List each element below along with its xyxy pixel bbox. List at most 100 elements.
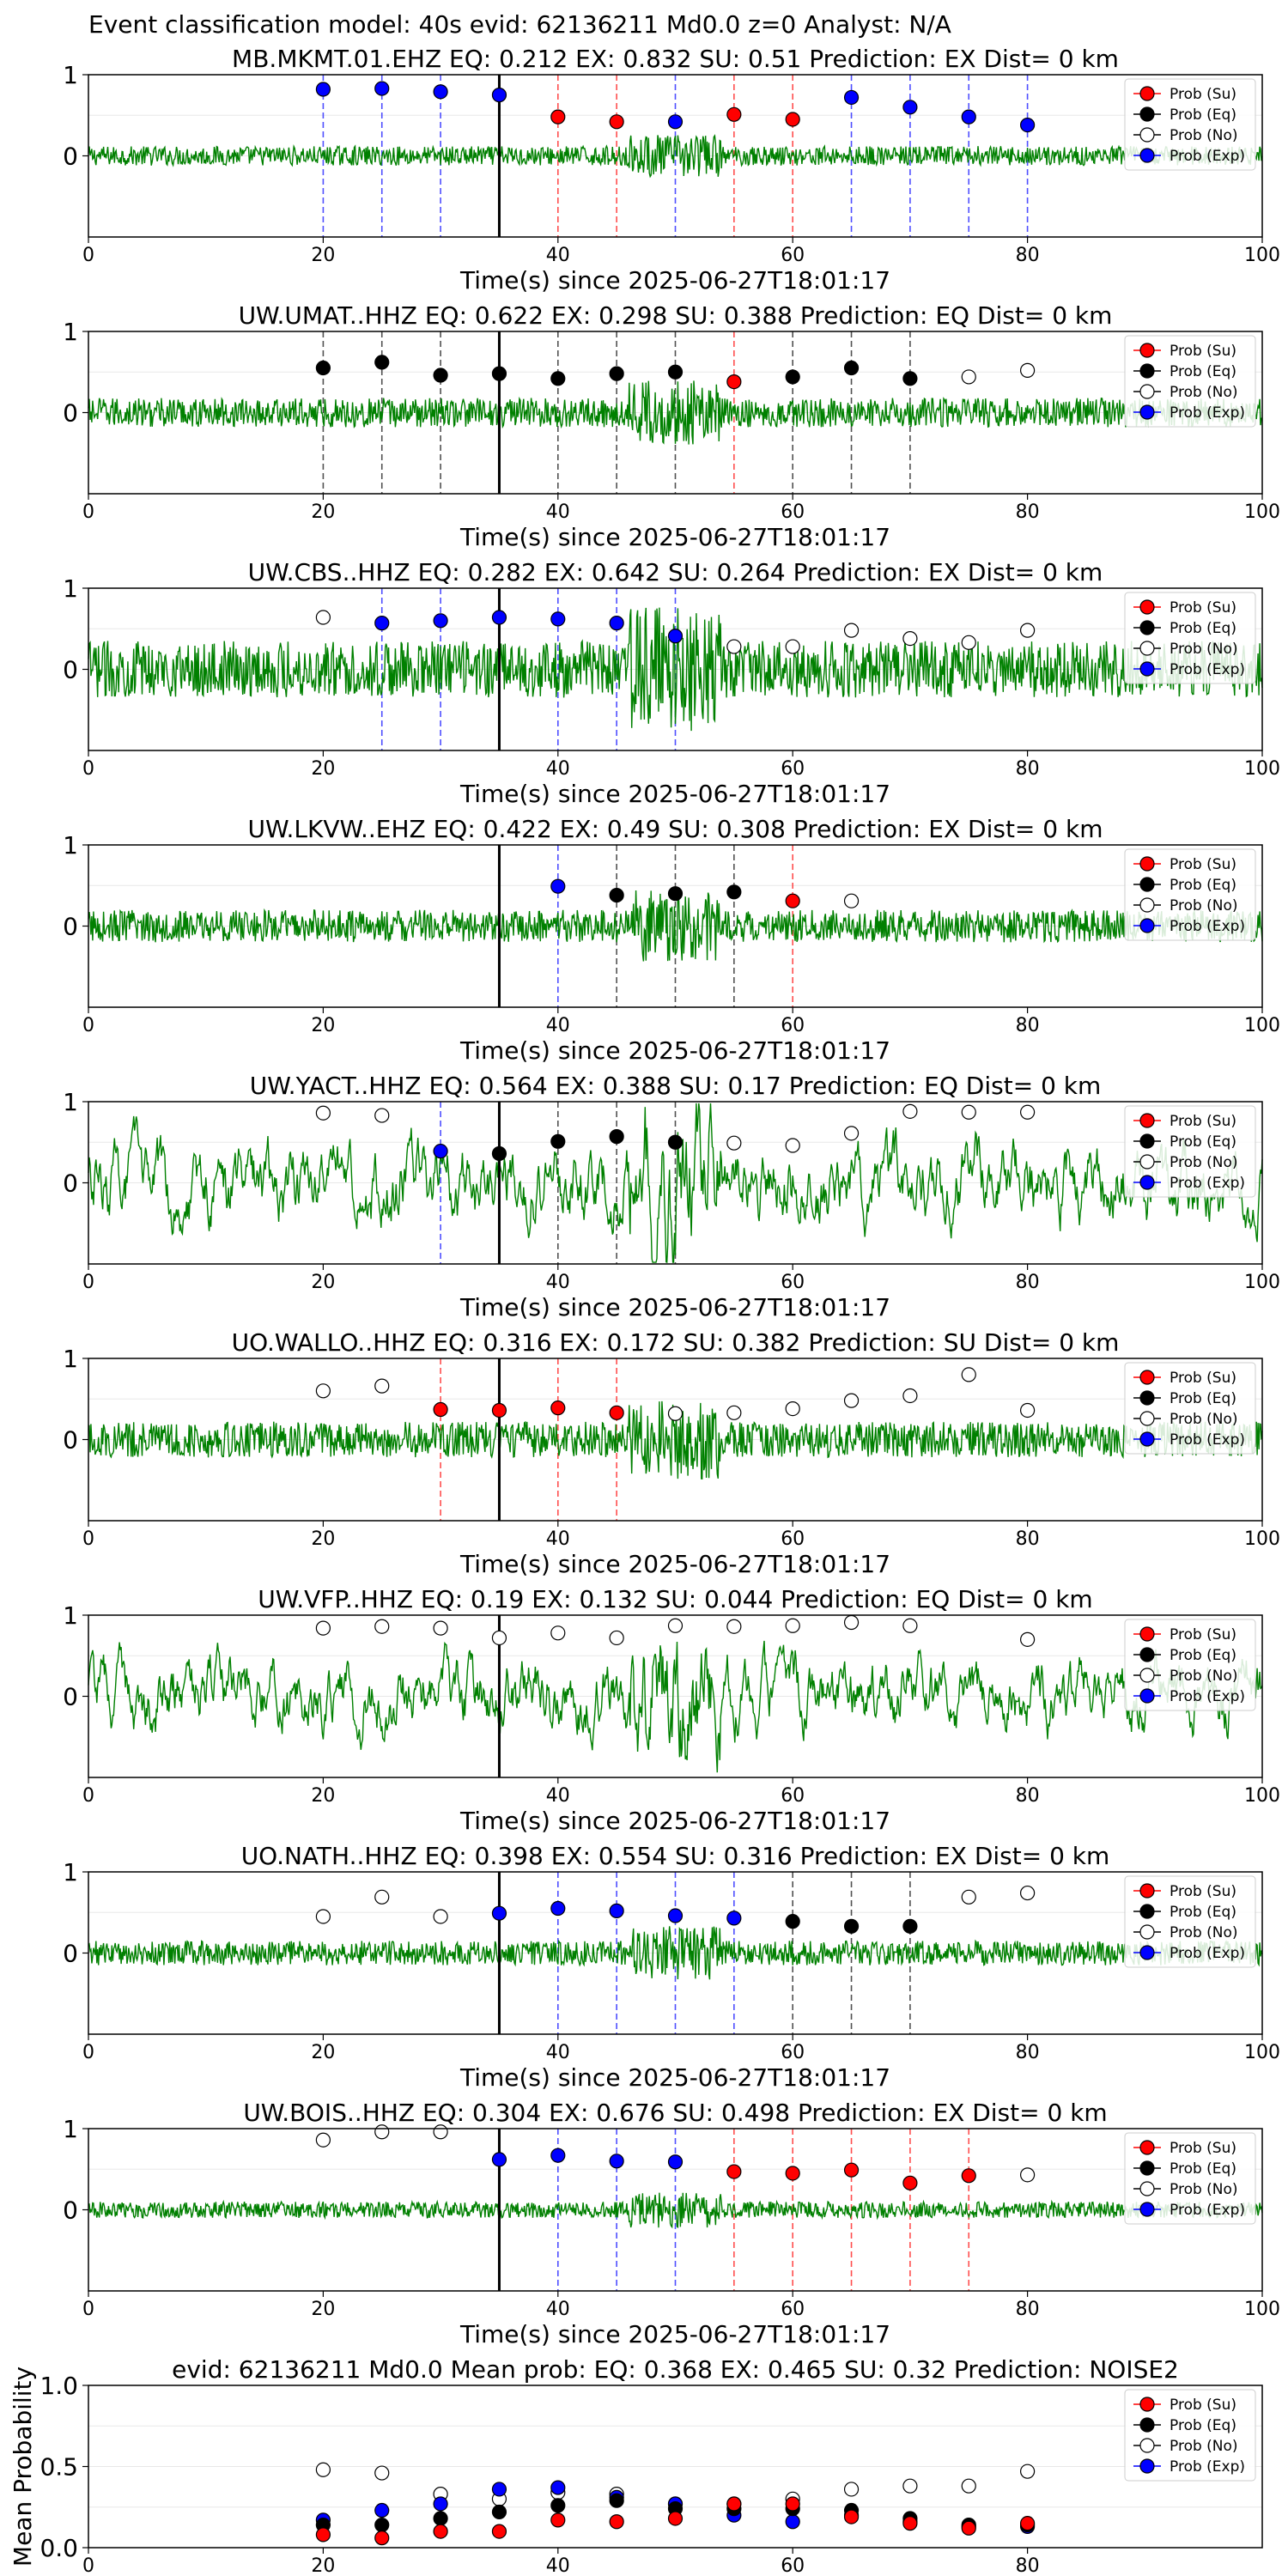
prob-point	[315, 1620, 331, 1636]
legend-box	[1124, 1105, 1256, 1198]
legend-label: Prob (Eq)	[1170, 106, 1236, 124]
panel-title: UO.WALLO..HHZ EQ: 0.316 EX: 0.172 SU: 0.…	[232, 1328, 1120, 1357]
prob-point	[609, 887, 624, 903]
legend-label: Prob (No)	[1170, 384, 1238, 401]
x-tick-label: 40	[546, 501, 570, 523]
x-tick-label: 0	[82, 1015, 94, 1036]
legend-marker	[1139, 127, 1155, 143]
legend-box	[1124, 592, 1256, 684]
panel-6: UW.VFP..HHZ EQ: 0.19 EX: 0.132 SU: 0.044…	[63, 1585, 1280, 1835]
x-tick-label: 20	[311, 501, 335, 523]
waveform-trace	[88, 890, 1263, 962]
legend-label: Prob (Su)	[1170, 1370, 1236, 1387]
prob-point	[550, 1133, 566, 1149]
x-tick-label: 20	[311, 1528, 335, 1550]
panel-5: UO.WALLO..HHZ EQ: 0.316 EX: 0.172 SU: 0.…	[63, 1328, 1280, 1578]
y-tick-label: 0.0	[39, 2534, 78, 2562]
prob-point	[1019, 117, 1036, 133]
prob-point	[315, 2527, 331, 2543]
prob-point	[902, 1103, 918, 1119]
legend-marker	[1139, 1431, 1155, 1447]
legend-box	[1124, 1619, 1256, 1711]
prob-point	[785, 2514, 800, 2530]
legend-label: Prob (Su)	[1170, 1113, 1236, 1130]
prob-point	[433, 1909, 448, 1924]
legend-marker	[1139, 2397, 1155, 2412]
prob-point	[609, 1903, 624, 1918]
prob-point	[667, 364, 683, 380]
legend-label: Prob (Eq)	[1170, 620, 1236, 637]
prob-point	[1019, 1402, 1036, 1419]
prob-point	[550, 109, 566, 125]
y-tick-label: 1	[63, 1088, 78, 1116]
x-tick-label: 80	[1016, 1785, 1040, 1807]
legend-marker	[1139, 1945, 1155, 1960]
y-tick-label: 1.0	[39, 2372, 78, 2400]
prob-point	[843, 2509, 860, 2524]
prob-point	[491, 366, 507, 381]
prob-point	[374, 1889, 390, 1905]
prob-point	[843, 2162, 860, 2178]
prob-point	[785, 2166, 800, 2181]
prob-point	[315, 2462, 331, 2477]
prob-point	[961, 2168, 976, 2184]
prob-point	[667, 1908, 683, 1923]
prob-point	[726, 884, 742, 900]
legend-label: Prob (Su)	[1170, 856, 1236, 873]
legend-label: Prob (No)	[1170, 1411, 1238, 1428]
legend-marker	[1139, 106, 1155, 122]
prob-point	[961, 2478, 976, 2494]
x-tick-label: 100	[1244, 1785, 1280, 1807]
prob-point	[491, 1630, 507, 1646]
y-tick-label: 0	[63, 1940, 78, 1968]
legend-box	[1124, 1362, 1256, 1455]
legend-label: Prob (No)	[1170, 1924, 1238, 1941]
x-axis-label: Time(s) since 2025-06-27T18:01:17	[459, 2063, 890, 2092]
x-tick-label: 40	[546, 1272, 570, 1293]
prob-point	[726, 1135, 742, 1151]
prob-point	[843, 360, 860, 376]
prob-point	[902, 1918, 918, 1934]
x-tick-label: 100	[1244, 1272, 1280, 1293]
prob-point	[491, 1905, 507, 1921]
prob-point	[667, 1406, 683, 1421]
legend-marker	[1139, 1924, 1155, 1940]
prob-point	[961, 635, 976, 650]
y-tick-label: 1	[63, 61, 78, 89]
prob-point	[315, 360, 331, 376]
x-tick-label: 40	[546, 1528, 570, 1550]
prob-point	[374, 2124, 390, 2140]
x-tick-label: 0	[82, 2555, 94, 2576]
prob-point	[785, 2496, 800, 2512]
x-tick-label: 40	[546, 2299, 570, 2320]
prob-point	[550, 2512, 566, 2528]
prob-point	[667, 1618, 683, 1633]
prob-point	[374, 2530, 390, 2546]
prob-point	[550, 2148, 566, 2163]
legend-label: Prob (Exp)	[1170, 404, 1245, 422]
panel-title: UW.UMAT..HHZ EQ: 0.622 EX: 0.298 SU: 0.3…	[239, 301, 1113, 330]
x-tick-label: 20	[311, 2299, 335, 2320]
prob-point	[374, 81, 390, 96]
prob-point	[843, 2482, 860, 2497]
legend-label: Prob (Exp)	[1170, 1688, 1245, 1705]
x-tick-label: 60	[781, 2555, 805, 2576]
prob-point	[1019, 2516, 1036, 2531]
panel-0: MB.MKMT.01.EHZ EQ: 0.212 EX: 0.832 SU: 0…	[63, 45, 1280, 295]
legend-label: Prob (Eq)	[1170, 877, 1236, 894]
prob-point	[433, 2524, 448, 2539]
x-axis-label: Time(s) since 2025-06-27T18:01:17	[459, 1550, 890, 1578]
prob-point	[902, 2516, 918, 2531]
prob-point	[374, 1619, 390, 1634]
prob-point	[961, 2520, 976, 2536]
x-tick-label: 60	[781, 2299, 805, 2320]
prob-point	[785, 1138, 800, 1153]
x-tick-label: 60	[781, 758, 805, 780]
prob-point	[902, 630, 918, 647]
panel-3: UW.LKVW..EHZ EQ: 0.422 EX: 0.49 SU: 0.30…	[63, 815, 1280, 1065]
prob-point	[550, 2498, 566, 2513]
x-tick-label: 100	[1244, 2042, 1280, 2063]
legend-marker	[1139, 1647, 1155, 1662]
panel-title: UW.YACT..HHZ EQ: 0.564 EX: 0.388 SU: 0.1…	[250, 1072, 1102, 1100]
waveform-trace	[88, 1926, 1263, 1980]
